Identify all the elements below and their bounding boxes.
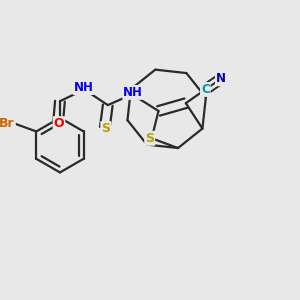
Text: N: N (216, 72, 226, 85)
Text: NH: NH (123, 86, 143, 99)
Text: Br: Br (0, 117, 15, 130)
Text: S: S (101, 122, 110, 135)
Text: S: S (145, 132, 154, 145)
Text: O: O (54, 117, 64, 130)
Text: C: C (201, 83, 210, 96)
Text: NH: NH (74, 81, 93, 94)
